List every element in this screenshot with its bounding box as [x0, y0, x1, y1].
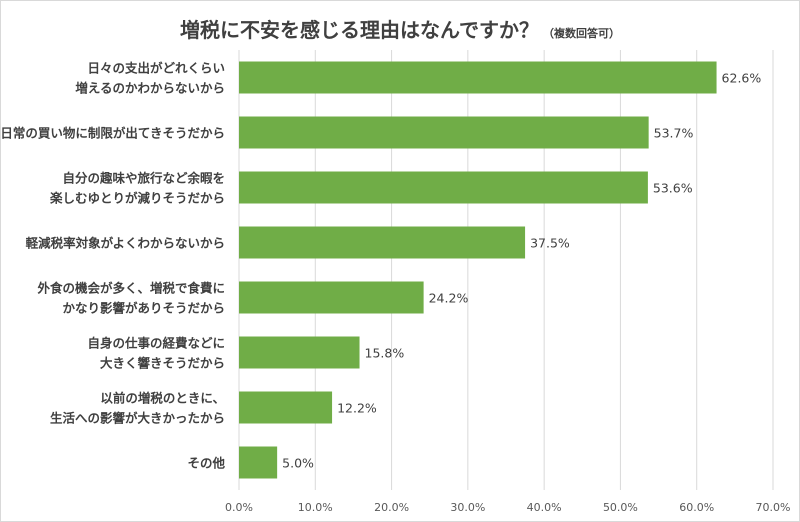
- value-label: 53.7%: [654, 126, 694, 141]
- category-label-line: かなり影響がありそうだから: [62, 301, 225, 316]
- category-label-line: 外食の機会が多く、増税で食費に: [36, 281, 225, 296]
- category-label-line: 大きく響きそうだから: [100, 356, 225, 371]
- category-label: 軽減税率対象がよくわからないから: [26, 236, 225, 251]
- x-tick-label: 70.0%: [756, 501, 791, 514]
- value-label: 12.2%: [337, 401, 377, 416]
- category-label: 以前の増税のときに、生活への影響が大きかったから: [50, 391, 225, 426]
- category-label-line: 自分の趣味や旅行など余暇を: [62, 171, 225, 186]
- category-label-line: 以前の増税のときに、: [100, 391, 225, 406]
- value-label: 24.2%: [429, 291, 469, 306]
- category-label-line: 日常の買い物に制限が出てきそうだから: [0, 126, 225, 141]
- gridlines: [238, 50, 774, 490]
- category-label: 日々の支出がどれくらい増えるのかわからないから: [75, 61, 225, 96]
- bar: [239, 391, 333, 424]
- bar: [239, 171, 648, 204]
- value-label: 5.0%: [282, 456, 314, 471]
- bar: [239, 336, 360, 369]
- category-label-line: 楽しむゆとりが減りそうだから: [49, 191, 225, 206]
- bar: [239, 61, 717, 94]
- bar: [239, 226, 526, 259]
- x-tick-label: 60.0%: [679, 501, 714, 514]
- bar: [239, 446, 278, 479]
- chart-title: 増税に不安を感じる理由はなんですか？ （複数回答可）: [0, 14, 800, 43]
- x-tick-label: 30.0%: [450, 501, 485, 514]
- value-label: 62.6%: [722, 71, 762, 86]
- category-label: 外食の機会が多く、増税で食費にかなり影響がありそうだから: [36, 281, 225, 316]
- category-label-line: 日々の支出がどれくらい: [87, 61, 225, 76]
- bar: [239, 281, 424, 314]
- category-label-line: 生活への影響が大きかったから: [50, 411, 225, 426]
- bars: [239, 61, 717, 479]
- category-label-line: 増えるのかわからないから: [75, 81, 225, 96]
- chart-title-text: 増税に不安を感じる理由はなんですか？: [180, 18, 539, 42]
- value-labels: 62.6% 53.7% 53.6% 37.5% 24.2% 15.8% 12.2% 5.0%: [282, 71, 761, 471]
- category-labels: 日々の支出がどれくらい増えるのかわからないから日常の買い物に制限が出てきそうだか…: [0, 61, 225, 471]
- value-label: 53.6%: [653, 181, 693, 196]
- x-tick-label: 20.0%: [374, 501, 409, 514]
- category-label-line: 軽減税率対象がよくわからないから: [26, 236, 225, 251]
- chart-title-note: （複数回答可）: [543, 27, 620, 40]
- category-label-line: 自身の仕事の経費などに: [87, 336, 225, 351]
- value-label: 15.8%: [365, 346, 405, 361]
- x-tick-label: 40.0%: [527, 501, 562, 514]
- value-label: 37.5%: [530, 236, 570, 251]
- category-label: 日常の買い物に制限が出てきそうだから: [0, 126, 225, 141]
- category-label-line: その他: [187, 456, 225, 471]
- x-tick-label: 50.0%: [603, 501, 638, 514]
- x-tick-label: 0.0%: [225, 501, 253, 514]
- x-axis-tick-labels: 0.0% 10.0% 20.0% 30.0% 40.0% 50.0% 60.0% 70.0%: [225, 501, 790, 514]
- category-label: その他: [187, 456, 225, 471]
- bar: [239, 116, 649, 149]
- category-label: 自分の趣味や旅行など余暇を楽しむゆとりが減りそうだから: [49, 171, 225, 206]
- category-label: 自身の仕事の経費などに大きく響きそうだから: [87, 336, 225, 371]
- x-tick-label: 10.0%: [298, 501, 333, 514]
